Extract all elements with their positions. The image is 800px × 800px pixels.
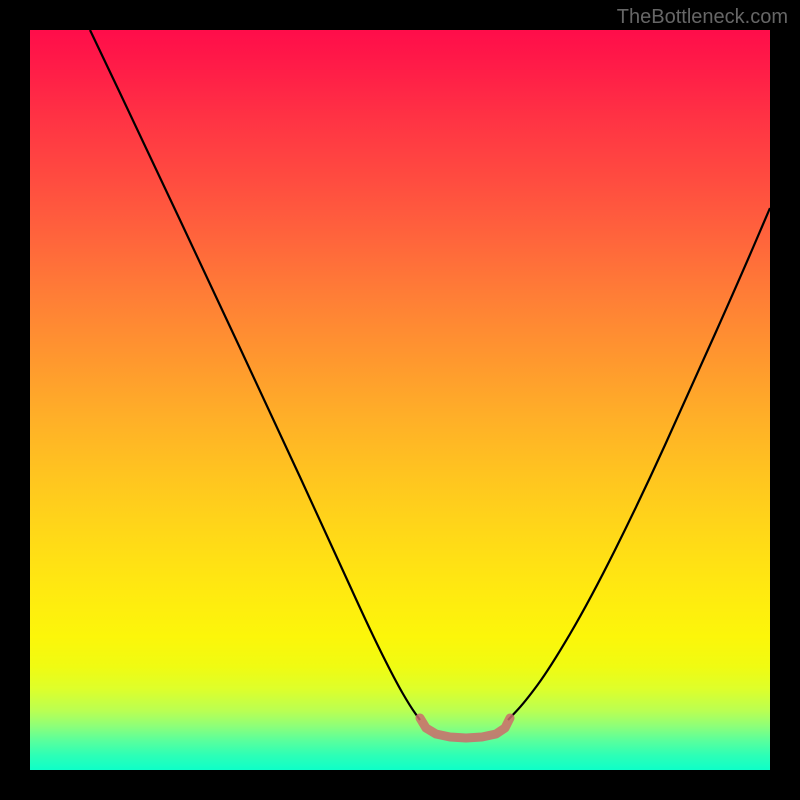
plot-area [30, 30, 770, 770]
curve-right-branch [508, 208, 770, 720]
watermark-text: TheBottleneck.com [617, 6, 788, 29]
curve-left-branch [90, 30, 420, 720]
curve-layer [30, 30, 770, 770]
bottom-marker [420, 718, 510, 738]
